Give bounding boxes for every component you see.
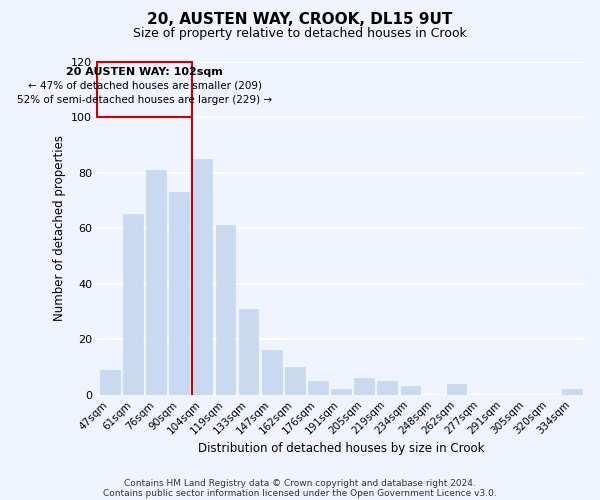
Bar [285, 367, 305, 394]
Bar [401, 386, 420, 394]
Text: ← 47% of detached houses are smaller (209): ← 47% of detached houses are smaller (20… [28, 81, 262, 91]
Text: Size of property relative to detached houses in Crook: Size of property relative to detached ho… [133, 28, 467, 40]
Bar [355, 378, 374, 394]
Bar [123, 214, 143, 394]
Text: 20, AUSTEN WAY, CROOK, DL15 9UT: 20, AUSTEN WAY, CROOK, DL15 9UT [148, 12, 452, 28]
Bar [193, 158, 212, 394]
Bar [308, 381, 328, 394]
FancyBboxPatch shape [97, 62, 193, 117]
Y-axis label: Number of detached properties: Number of detached properties [53, 135, 65, 321]
Text: 20 AUSTEN WAY: 102sqm: 20 AUSTEN WAY: 102sqm [67, 67, 223, 77]
Text: Contains public sector information licensed under the Open Government Licence v3: Contains public sector information licen… [103, 488, 497, 498]
Text: Contains HM Land Registry data © Crown copyright and database right 2024.: Contains HM Land Registry data © Crown c… [124, 478, 476, 488]
Text: 52% of semi-detached houses are larger (229) →: 52% of semi-detached houses are larger (… [17, 95, 272, 105]
Bar [146, 170, 166, 394]
X-axis label: Distribution of detached houses by size in Crook: Distribution of detached houses by size … [198, 442, 484, 455]
Bar [239, 308, 259, 394]
Bar [377, 381, 397, 394]
Bar [262, 350, 281, 395]
Bar [562, 389, 582, 394]
Bar [447, 384, 466, 394]
Bar [215, 226, 235, 394]
Bar [169, 192, 189, 394]
Bar [331, 389, 351, 394]
Bar [100, 370, 119, 394]
